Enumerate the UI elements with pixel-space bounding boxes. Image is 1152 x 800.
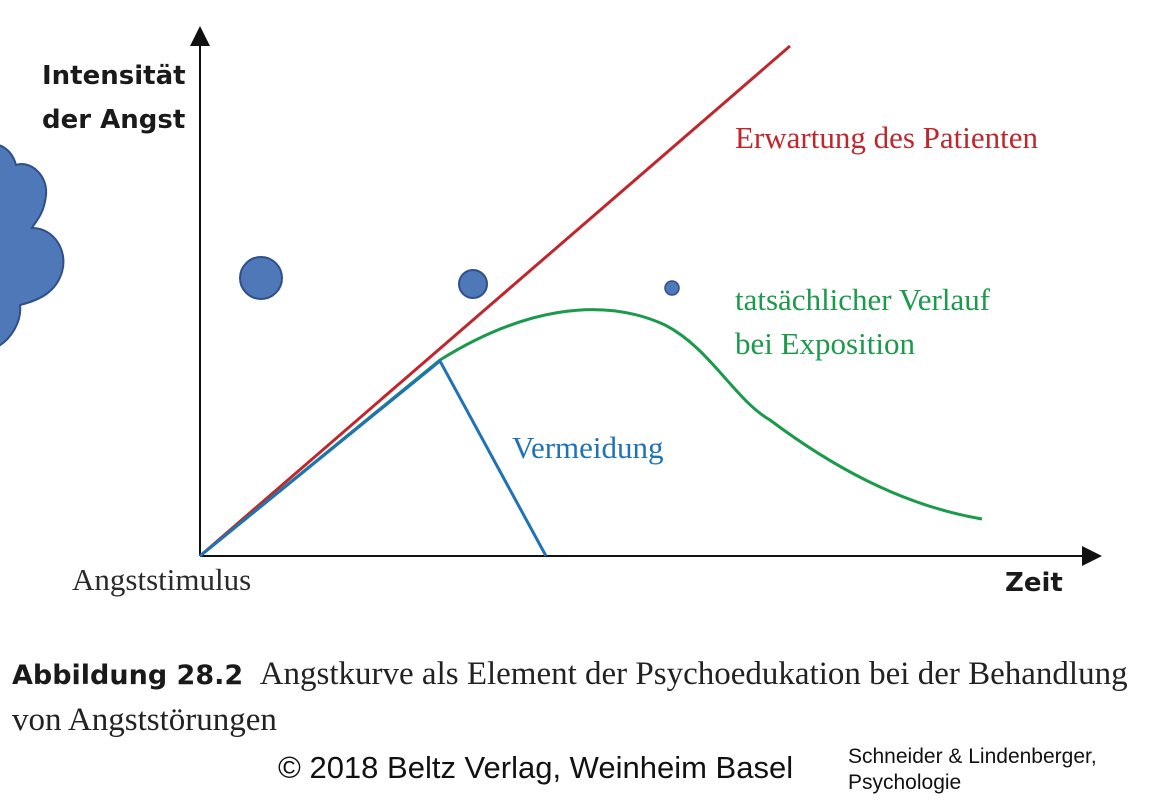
anxiety-curve-diagram: Intensität der Angst Zeit Angststimulus …	[0, 26, 1102, 598]
origin-label: Angststimulus	[72, 562, 251, 597]
source-line-1: Schneider & Lindenberger,	[848, 745, 1097, 768]
x-axis-arrow-icon	[1082, 546, 1102, 566]
axes	[190, 26, 1102, 566]
thought-bubble-medium	[458, 269, 488, 299]
figure-caption: Abbildung 28.2 Angstkurve als Element de…	[12, 652, 1142, 742]
expectation-label: Erwartung des Patienten	[735, 120, 1039, 155]
caption-text: Angstkurve als Element der Psychoedukati…	[12, 656, 1128, 738]
expectation-curve	[199, 44, 791, 558]
source-line-2: Psychologie	[848, 771, 962, 794]
y-axis-arrow-icon	[190, 26, 210, 46]
caption-prefix: Abbildung 28.2	[12, 660, 244, 691]
source-reference: Schneider & Lindenberger, Psychologie	[848, 744, 1097, 796]
thought-bubble-large	[239, 256, 283, 300]
avoidance-label: Vermeidung	[512, 430, 664, 465]
actual-exposure-curve	[199, 308, 983, 558]
y-axis-label: Intensität der Angst	[42, 61, 195, 135]
x-axis-label: Zeit	[1005, 568, 1063, 598]
actual-curve-label: tatsächlicher Verlauf bei Exposition	[735, 282, 998, 361]
copyright-notice: © 2018 Beltz Verlag, Weinheim Basel	[278, 750, 794, 785]
thought-cloud-icon	[0, 144, 65, 347]
avoidance-curve	[199, 358, 548, 558]
thought-bubble-small	[664, 280, 680, 296]
